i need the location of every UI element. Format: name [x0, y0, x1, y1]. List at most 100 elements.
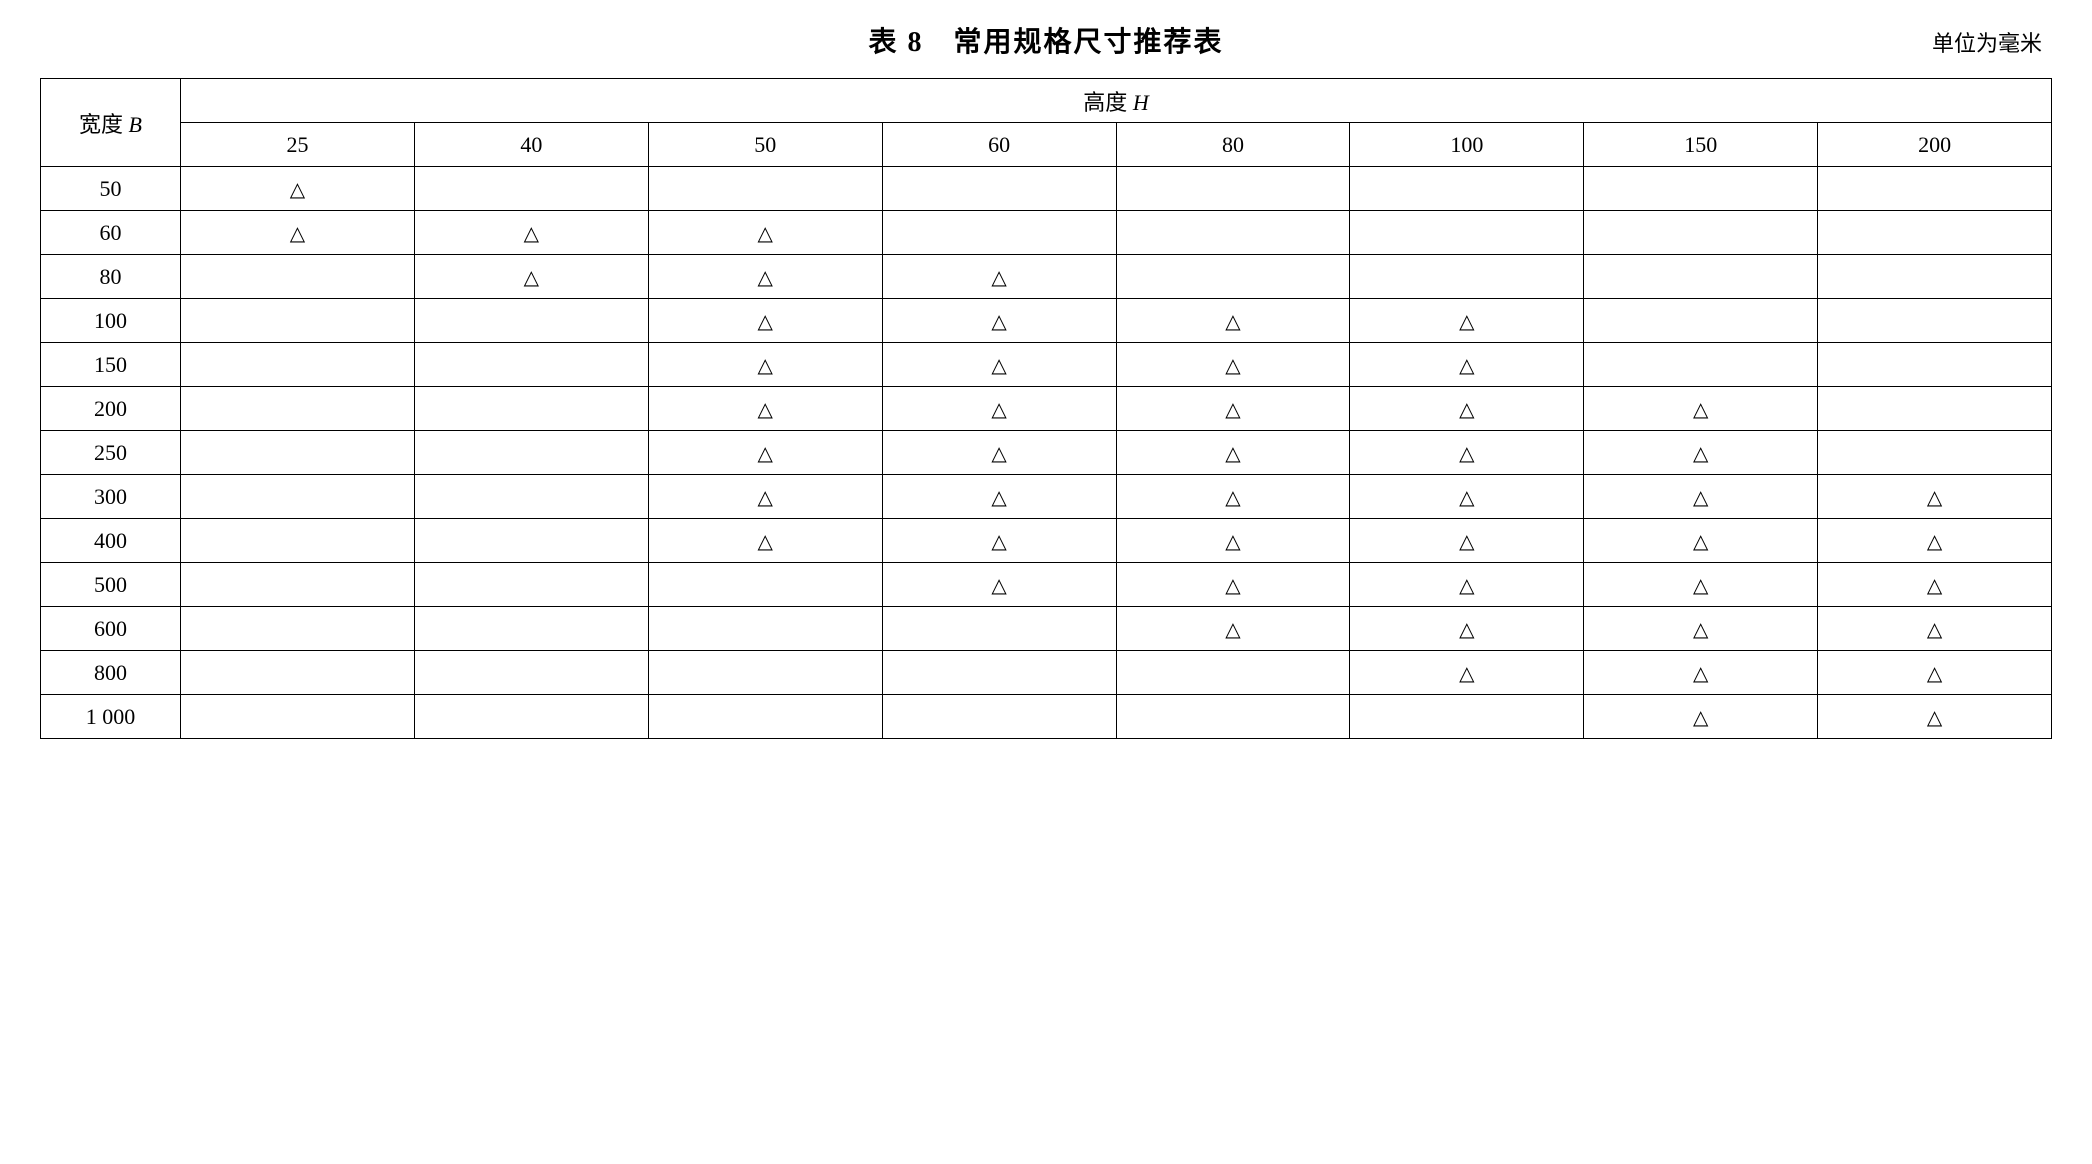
cell [1350, 167, 1584, 211]
triangle-mark-icon: △ [1225, 355, 1240, 377]
triangle-mark-icon: △ [757, 487, 772, 509]
triangle-mark-icon: △ [991, 575, 1006, 597]
cell: △ [181, 211, 415, 255]
triangle-mark-icon: △ [1459, 487, 1474, 509]
triangle-mark-icon: △ [1693, 575, 1708, 597]
triangle-mark-icon: △ [991, 531, 1006, 553]
triangle-mark-icon: △ [757, 531, 772, 553]
table-row: 500△△△△△ [41, 563, 2052, 607]
cell [181, 695, 415, 739]
cell: △ [648, 475, 882, 519]
triangle-mark-icon: △ [1927, 707, 1942, 729]
cell [181, 343, 415, 387]
cell [181, 563, 415, 607]
triangle-mark-icon: △ [1927, 619, 1942, 641]
cell: △ [1584, 519, 1818, 563]
triangle-mark-icon: △ [1459, 355, 1474, 377]
table-row: 80△△△ [41, 255, 2052, 299]
triangle-mark-icon: △ [524, 267, 539, 289]
cell: △ [1116, 431, 1350, 475]
triangle-mark-icon: △ [290, 223, 305, 245]
cell: △ [181, 167, 415, 211]
width-row-header: 150 [41, 343, 181, 387]
cell: △ [648, 343, 882, 387]
cell: △ [648, 299, 882, 343]
cell: △ [1116, 607, 1350, 651]
cell [414, 167, 648, 211]
cell: △ [414, 211, 648, 255]
table-row: 1 000△△ [41, 695, 2052, 739]
cell: △ [1584, 607, 1818, 651]
cell: △ [882, 299, 1116, 343]
spec-table: 宽度 B 高度 H 2540506080100150200 50△60△△△80… [40, 78, 2052, 739]
cell [882, 167, 1116, 211]
triangle-mark-icon: △ [1693, 619, 1708, 641]
cell: △ [1818, 651, 2052, 695]
cell: △ [1116, 387, 1350, 431]
table-row: 150△△△△ [41, 343, 2052, 387]
cell [1116, 255, 1350, 299]
table-row: 300△△△△△△ [41, 475, 2052, 519]
width-row-header: 800 [41, 651, 181, 695]
triangle-mark-icon: △ [1459, 399, 1474, 421]
triangle-mark-icon: △ [1459, 663, 1474, 685]
height-col-header: 40 [414, 123, 648, 167]
row-header-label: 宽度 B [41, 79, 181, 167]
triangle-mark-icon: △ [1225, 443, 1240, 465]
table-row: 600△△△△ [41, 607, 2052, 651]
triangle-mark-icon: △ [757, 267, 772, 289]
triangle-mark-icon: △ [757, 311, 772, 333]
cell [1818, 211, 2052, 255]
cell: △ [1818, 519, 2052, 563]
table-row: 100△△△△ [41, 299, 2052, 343]
cell: △ [1818, 695, 2052, 739]
cell: △ [1584, 387, 1818, 431]
width-row-header: 50 [41, 167, 181, 211]
cell [882, 695, 1116, 739]
triangle-mark-icon: △ [1927, 663, 1942, 685]
triangle-mark-icon: △ [757, 399, 772, 421]
cell: △ [1818, 607, 2052, 651]
cell [1116, 167, 1350, 211]
triangle-mark-icon: △ [757, 223, 772, 245]
cell [1818, 299, 2052, 343]
triangle-mark-icon: △ [1225, 531, 1240, 553]
triangle-mark-icon: △ [1927, 531, 1942, 553]
cell [882, 607, 1116, 651]
cell [1350, 695, 1584, 739]
cell [882, 211, 1116, 255]
row-header-prefix: 宽度 [79, 112, 129, 137]
height-col-header: 150 [1584, 123, 1818, 167]
cell: △ [882, 343, 1116, 387]
cell [882, 651, 1116, 695]
cell: △ [1584, 475, 1818, 519]
cell: △ [1350, 519, 1584, 563]
col-header-label: 高度 H [181, 79, 2052, 123]
height-col-header: 200 [1818, 123, 2052, 167]
cell: △ [648, 255, 882, 299]
table-row: 200△△△△△ [41, 387, 2052, 431]
cell [181, 607, 415, 651]
cell [414, 563, 648, 607]
triangle-mark-icon: △ [1693, 399, 1708, 421]
col-header-prefix: 高度 [1083, 90, 1133, 115]
triangle-mark-icon: △ [1225, 487, 1240, 509]
cell: △ [414, 255, 648, 299]
triangle-mark-icon: △ [1225, 619, 1240, 641]
cell [1116, 211, 1350, 255]
cell: △ [1818, 563, 2052, 607]
cell: △ [1116, 519, 1350, 563]
unit-label: 单位为毫米 [1932, 26, 2042, 58]
triangle-mark-icon: △ [1693, 531, 1708, 553]
width-row-header: 1 000 [41, 695, 181, 739]
table-row: 400△△△△△△ [41, 519, 2052, 563]
cell: △ [1350, 387, 1584, 431]
cell [181, 387, 415, 431]
triangle-mark-icon: △ [1693, 663, 1708, 685]
cell [1818, 343, 2052, 387]
cell: △ [1584, 563, 1818, 607]
triangle-mark-icon: △ [524, 223, 539, 245]
cell: △ [1350, 607, 1584, 651]
table-row: 250△△△△△ [41, 431, 2052, 475]
cell [181, 299, 415, 343]
